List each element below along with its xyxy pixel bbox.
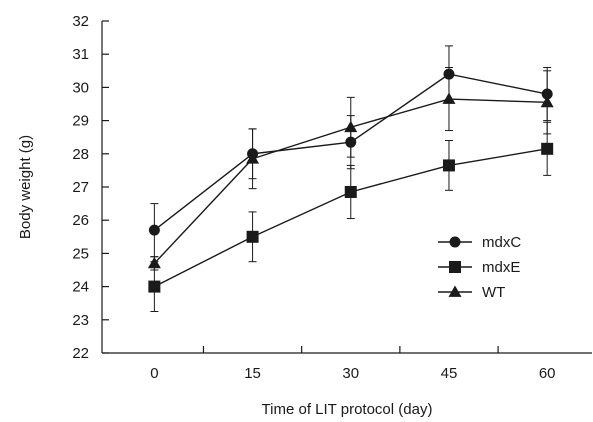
data-point	[344, 185, 357, 198]
y-tick-label: 31	[72, 46, 89, 63]
legend-marker	[449, 236, 461, 248]
y-tick-label: 24	[72, 279, 89, 296]
plot-area	[147, 45, 554, 312]
x-axis-label: Time of LIT protocol (day)	[262, 401, 433, 418]
data-point	[442, 159, 455, 172]
series-WT	[147, 66, 554, 271]
y-tick-label: 27	[72, 179, 89, 196]
legend-item-mdxC: mdxC	[438, 234, 521, 251]
data-point	[442, 92, 456, 104]
y-tick-label: 22	[72, 345, 89, 362]
y-tick-label: 30	[72, 79, 89, 96]
legend-label: WT	[482, 284, 505, 301]
x-tick-label: 0	[150, 365, 158, 382]
x-tick-label: 15	[244, 365, 261, 382]
data-point	[148, 224, 160, 236]
x-axis: 0 15 30 45 60	[102, 346, 592, 382]
data-point	[246, 152, 260, 164]
y-tick-label: 26	[72, 212, 89, 229]
x-tick-label: 45	[441, 365, 458, 382]
series-mdxE	[148, 121, 554, 312]
x-tick-label: 60	[539, 365, 556, 382]
legend-marker	[449, 261, 461, 273]
data-point	[148, 280, 161, 293]
legend-marker	[448, 285, 462, 297]
legend-item-mdxE: mdxE	[438, 259, 520, 276]
data-point	[147, 256, 161, 269]
legend: mdxC mdxE WT	[438, 234, 521, 301]
y-tick-label: 23	[72, 312, 89, 329]
y-axis: 22 23 24 25 26 27 28 29 30 31 32	[72, 13, 109, 362]
data-point	[246, 230, 259, 243]
y-tick-label: 25	[72, 245, 89, 262]
y-tick-label: 32	[72, 13, 89, 30]
y-tick-label: 29	[72, 113, 89, 130]
data-point	[344, 120, 358, 133]
data-point	[540, 95, 554, 108]
y-axis-label: Body weight (g)	[17, 135, 34, 239]
x-tick-label: 30	[342, 365, 359, 382]
legend-label: mdxC	[482, 234, 521, 251]
data-point	[541, 142, 554, 155]
y-tick-label: 28	[72, 146, 89, 163]
legend-item-WT: WT	[438, 284, 505, 301]
legend-label: mdxE	[482, 259, 520, 276]
